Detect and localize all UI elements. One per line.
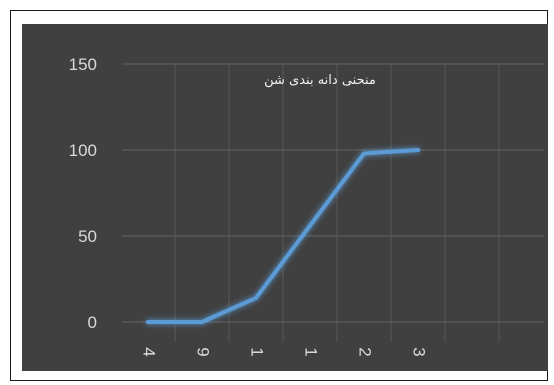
x-tick-label: 1 bbox=[302, 347, 321, 356]
data-point bbox=[416, 148, 420, 152]
data-point bbox=[308, 223, 312, 228]
y-tick-label: 0 bbox=[88, 313, 97, 332]
x-tick-label: 1 bbox=[248, 347, 267, 356]
legend-label: منحنی دانه بندی شن bbox=[264, 73, 376, 88]
y-tick-label: 150 bbox=[69, 55, 97, 74]
data-point bbox=[200, 320, 204, 324]
data-point bbox=[362, 151, 366, 156]
data-point bbox=[146, 320, 150, 324]
x-tick-label: 3 bbox=[410, 347, 429, 356]
y-tick-label: 50 bbox=[78, 227, 97, 246]
data-point bbox=[254, 295, 258, 300]
y-tick-label: 100 bbox=[69, 141, 97, 160]
series-line bbox=[146, 148, 420, 324]
chart-area bbox=[22, 24, 548, 371]
x-tick-label: 2 bbox=[356, 347, 375, 356]
x-tick-label: 9 bbox=[194, 347, 213, 356]
x-tick-label: 4 bbox=[140, 347, 159, 356]
